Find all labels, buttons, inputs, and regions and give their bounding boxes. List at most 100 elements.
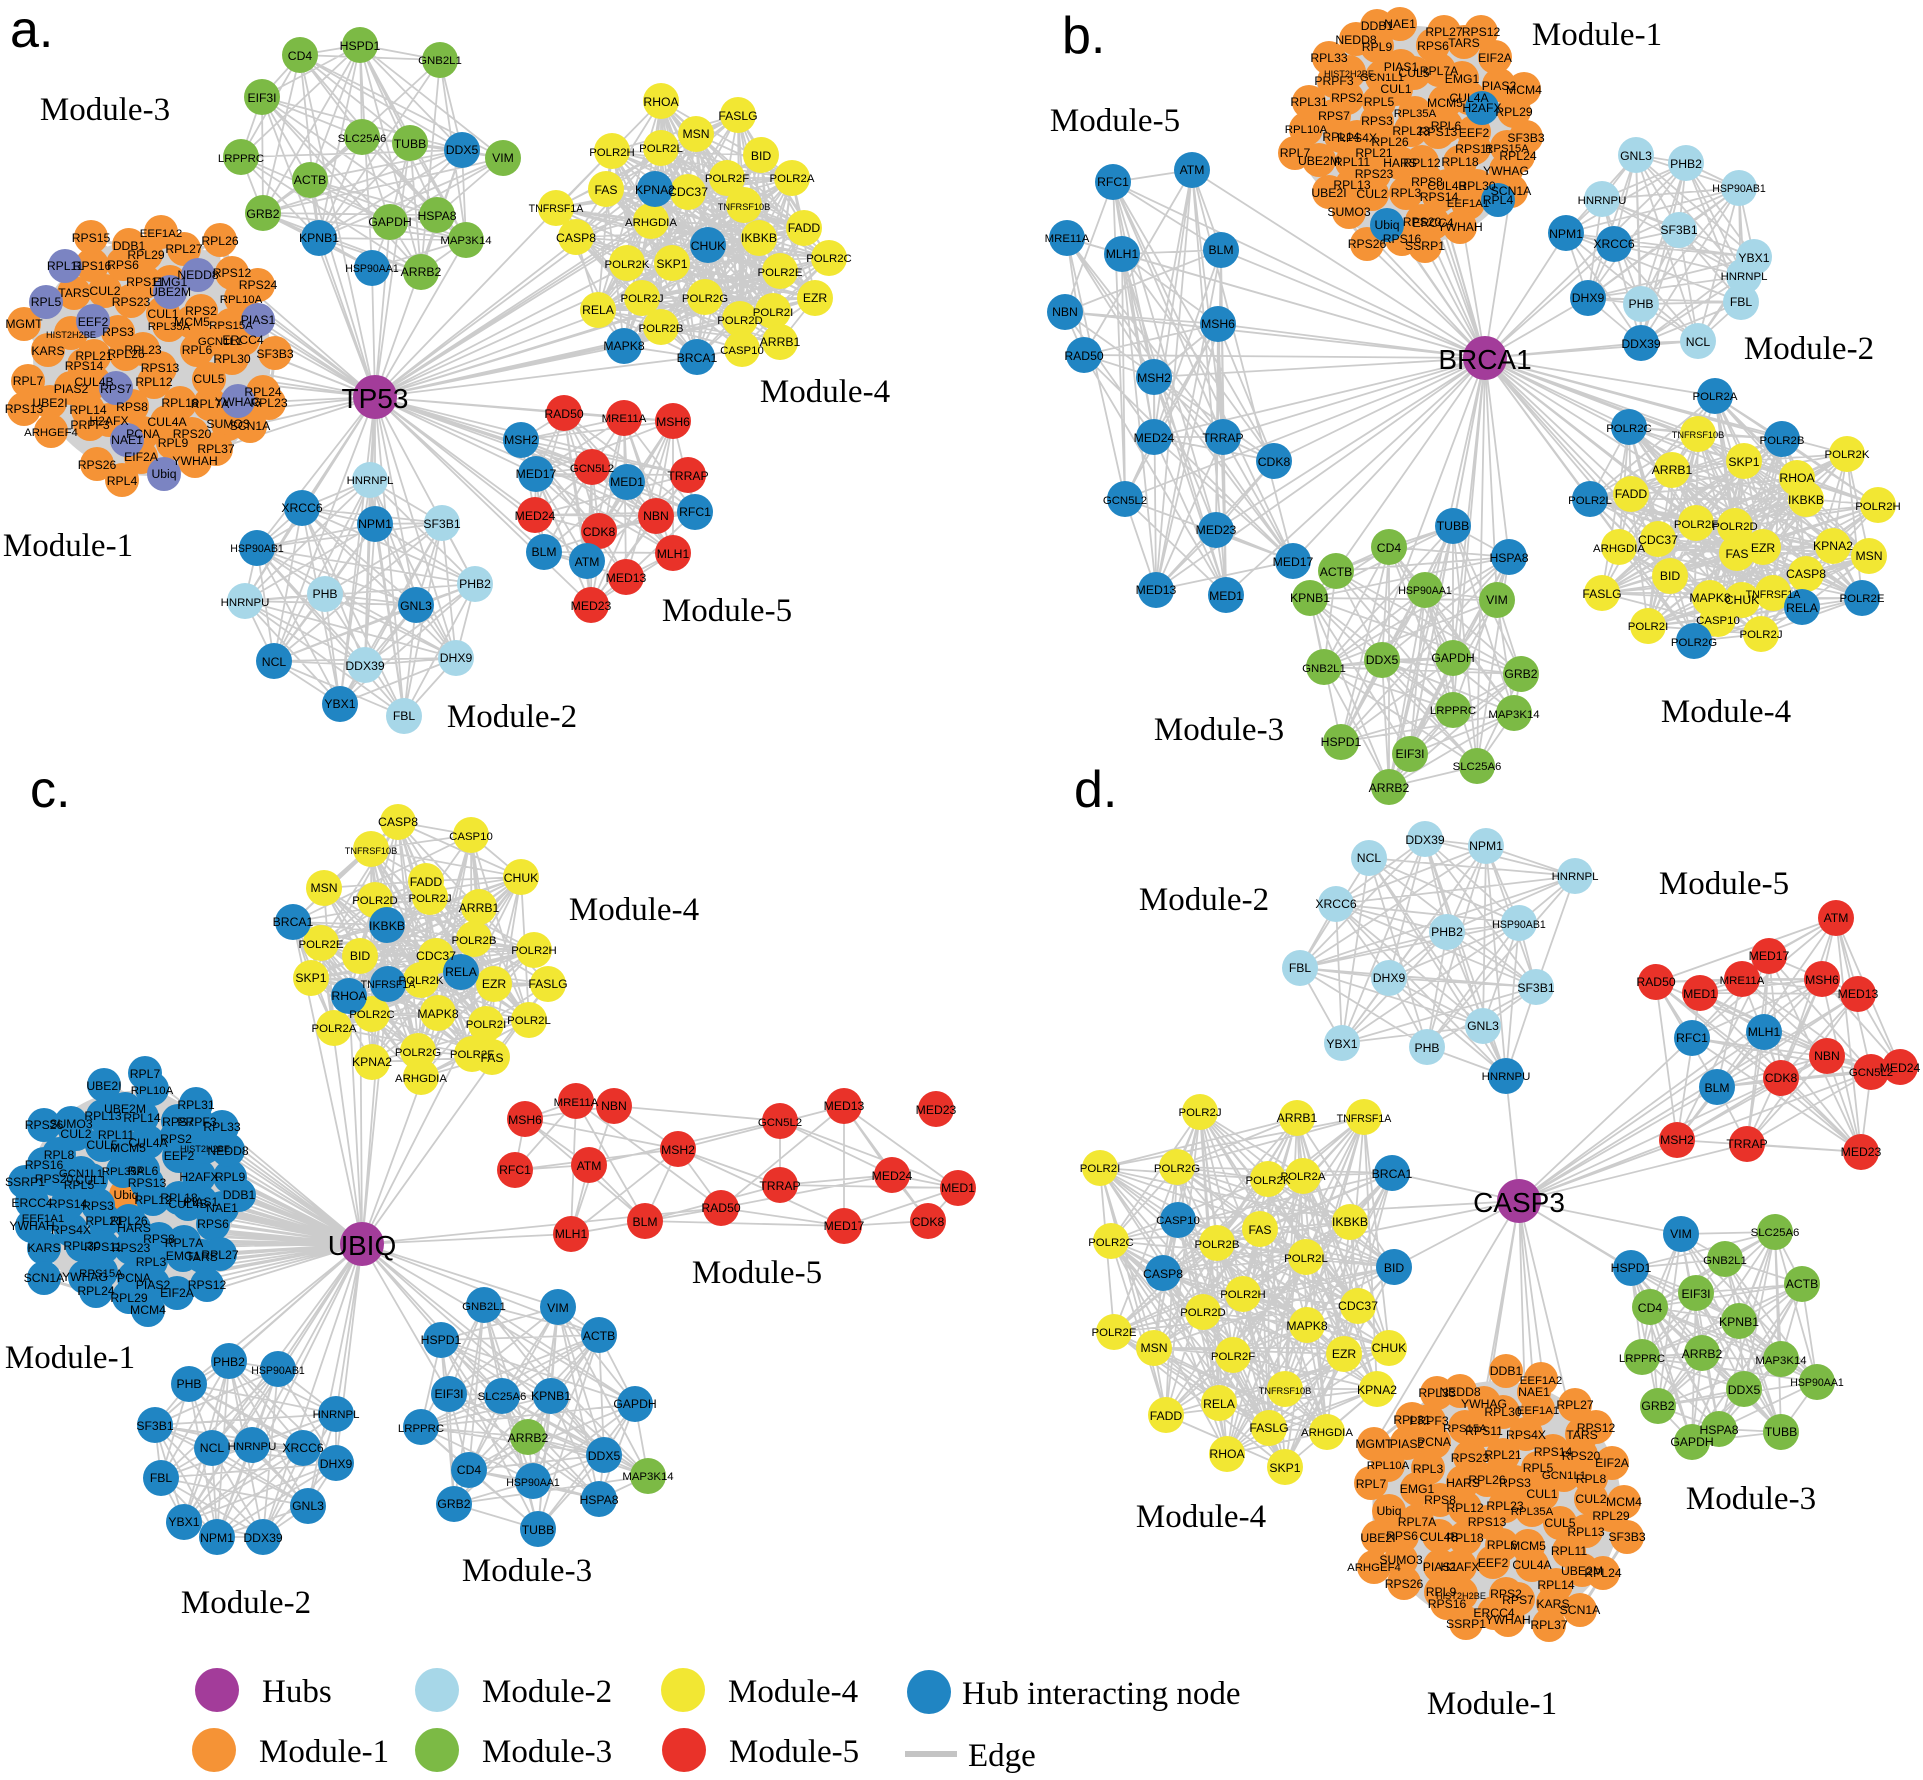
svg-text:SUMO3: SUMO3: [206, 417, 250, 431]
svg-text:HSP90AB1: HSP90AB1: [1492, 919, 1546, 931]
svg-text:DHX9: DHX9: [1373, 971, 1406, 985]
svg-text:GCN5L2: GCN5L2: [758, 1117, 802, 1129]
svg-text:SUMO3: SUMO3: [49, 1117, 93, 1131]
svg-text:GRB2: GRB2: [1504, 667, 1537, 681]
svg-text:Module-4: Module-4: [569, 892, 699, 928]
svg-text:LRPPRC: LRPPRC: [398, 1423, 444, 1435]
svg-text:CDC37: CDC37: [668, 185, 708, 199]
svg-text:GRB2: GRB2: [437, 1497, 470, 1511]
svg-text:POLR2D: POLR2D: [1180, 1307, 1226, 1319]
svg-text:SCN1A: SCN1A: [1560, 1603, 1602, 1617]
svg-text:RPL7: RPL7: [130, 1067, 161, 1081]
svg-text:POLR2F: POLR2F: [1211, 1351, 1255, 1363]
svg-text:RPS2: RPS2: [1490, 1587, 1522, 1601]
svg-text:RPL26: RPL26: [1468, 1473, 1505, 1487]
svg-text:HARS: HARS: [117, 1221, 151, 1235]
svg-text:YWHAH: YWHAH: [1485, 1613, 1530, 1627]
svg-text:KARS: KARS: [31, 344, 64, 358]
svg-text:RPL35A: RPL35A: [102, 1166, 145, 1178]
svg-text:RPL18: RPL18: [161, 396, 198, 410]
svg-text:HSP90AA1: HSP90AA1: [1790, 1377, 1844, 1389]
svg-text:Module-5: Module-5: [1050, 103, 1180, 139]
svg-text:HSP90AB1: HSP90AB1: [1712, 183, 1766, 195]
svg-text:RPS26: RPS26: [1385, 1577, 1424, 1591]
svg-text:EEF1A1: EEF1A1: [22, 1213, 64, 1225]
svg-text:RPS4X: RPS4X: [1506, 1428, 1546, 1442]
svg-text:TRRAP: TRRAP: [1726, 1137, 1767, 1151]
svg-text:MAPK8: MAPK8: [1286, 1319, 1328, 1333]
svg-text:TNFRSF10B: TNFRSF10B: [1259, 1386, 1312, 1396]
svg-text:YBX1: YBX1: [1326, 1037, 1357, 1051]
svg-text:TUBB: TUBB: [394, 137, 427, 151]
svg-text:RPS13: RPS13: [1468, 1515, 1507, 1529]
svg-text:EMG1: EMG1: [1400, 1482, 1435, 1496]
svg-text:MSN: MSN: [682, 127, 709, 141]
svg-text:EEF1A1: EEF1A1: [1517, 1405, 1559, 1417]
svg-text:MSN: MSN: [310, 881, 337, 895]
svg-text:SLC25A6: SLC25A6: [1751, 1227, 1800, 1239]
svg-text:PIAS2: PIAS2: [136, 1278, 171, 1292]
svg-text:DDX39: DDX39: [1621, 337, 1661, 351]
svg-text:RPL24: RPL24: [77, 1284, 114, 1298]
svg-text:HNRNPL: HNRNPL: [313, 1409, 360, 1421]
svg-text:ARHGEF4: ARHGEF4: [24, 427, 78, 439]
svg-text:IKBKB: IKBKB: [741, 231, 777, 245]
svg-text:RPL23: RPL23: [1392, 124, 1429, 138]
svg-text:CUL4B: CUL4B: [168, 1197, 207, 1211]
svg-text:Hubs: Hubs: [262, 1674, 332, 1710]
svg-text:MSH2: MSH2: [1660, 1133, 1694, 1147]
svg-text:Module-2: Module-2: [447, 699, 577, 735]
svg-text:POLR2L: POLR2L: [1568, 495, 1612, 507]
svg-text:POLR2K: POLR2K: [605, 259, 650, 271]
svg-text:RPS16: RPS16: [73, 259, 112, 273]
svg-text:RPL11: RPL11: [47, 259, 84, 273]
svg-text:RPL4: RPL4: [1483, 193, 1514, 207]
svg-text:ARHGDIA: ARHGDIA: [625, 217, 677, 229]
svg-text:RPL27: RPL27: [1556, 1398, 1593, 1412]
svg-text:RPS15: RPS15: [72, 231, 111, 245]
svg-text:POLR2L: POLR2L: [507, 1015, 551, 1027]
svg-text:CASP8: CASP8: [1786, 567, 1826, 581]
svg-text:SCN1A: SCN1A: [230, 419, 272, 433]
svg-text:CUL2: CUL2: [1356, 187, 1387, 201]
svg-text:GRB2: GRB2: [246, 207, 279, 221]
svg-text:H2AFX: H2AFX: [1440, 1560, 1479, 1574]
svg-text:SKP1: SKP1: [1269, 1461, 1300, 1475]
svg-text:RPS8: RPS8: [1411, 175, 1443, 189]
svg-text:BID: BID: [350, 949, 371, 963]
svg-text:GNB2L1: GNB2L1: [1703, 1255, 1747, 1267]
svg-text:MCM4: MCM4: [1606, 1495, 1642, 1509]
svg-text:Module-2: Module-2: [482, 1674, 612, 1710]
svg-text:MED13: MED13: [1838, 987, 1879, 1001]
svg-text:KPNA2: KPNA2: [1813, 539, 1853, 553]
svg-text:RPL7A: RPL7A: [165, 1236, 204, 1250]
svg-text:RPL6: RPL6: [128, 1164, 159, 1178]
svg-text:RPL21: RPL21: [85, 1214, 122, 1228]
svg-text:SF3B1: SF3B1: [1660, 223, 1697, 237]
svg-text:DDB1: DDB1: [1490, 1364, 1523, 1378]
svg-text:HARS: HARS: [1383, 156, 1417, 170]
svg-text:KARS: KARS: [1536, 1597, 1569, 1611]
svg-text:RPL30: RPL30: [1458, 179, 1495, 193]
svg-text:HIST2H2BE: HIST2H2BE: [180, 1144, 230, 1154]
svg-text:RPS6: RPS6: [107, 258, 139, 272]
svg-text:MCM5: MCM5: [110, 1141, 146, 1155]
svg-text:FASLG: FASLG: [1249, 1421, 1288, 1435]
svg-text:TNFRSF1A: TNFRSF1A: [529, 203, 585, 215]
svg-text:HNRNPL: HNRNPL: [347, 475, 394, 487]
svg-text:LRPPRC: LRPPRC: [1619, 1353, 1665, 1365]
svg-text:DDX5: DDX5: [588, 1449, 621, 1463]
svg-text:CUL4B: CUL4B: [74, 375, 113, 389]
svg-text:GNL3: GNL3: [292, 1499, 324, 1513]
svg-text:MCM4: MCM4: [1506, 83, 1542, 97]
svg-text:MAPK8: MAPK8: [1689, 591, 1731, 605]
svg-text:H2AFX: H2AFX: [1462, 101, 1501, 115]
svg-text:YBX1: YBX1: [1738, 251, 1769, 265]
svg-text:Module-4: Module-4: [760, 374, 890, 410]
svg-text:ERCC4: ERCC4: [222, 333, 264, 347]
svg-text:ARRB1: ARRB1: [1277, 1111, 1318, 1125]
svg-text:POLR2K: POLR2K: [1825, 449, 1870, 461]
svg-text:RPL5: RPL5: [1364, 95, 1395, 109]
svg-text:ARRB1: ARRB1: [760, 335, 801, 349]
svg-text:VIM: VIM: [1670, 1227, 1692, 1241]
